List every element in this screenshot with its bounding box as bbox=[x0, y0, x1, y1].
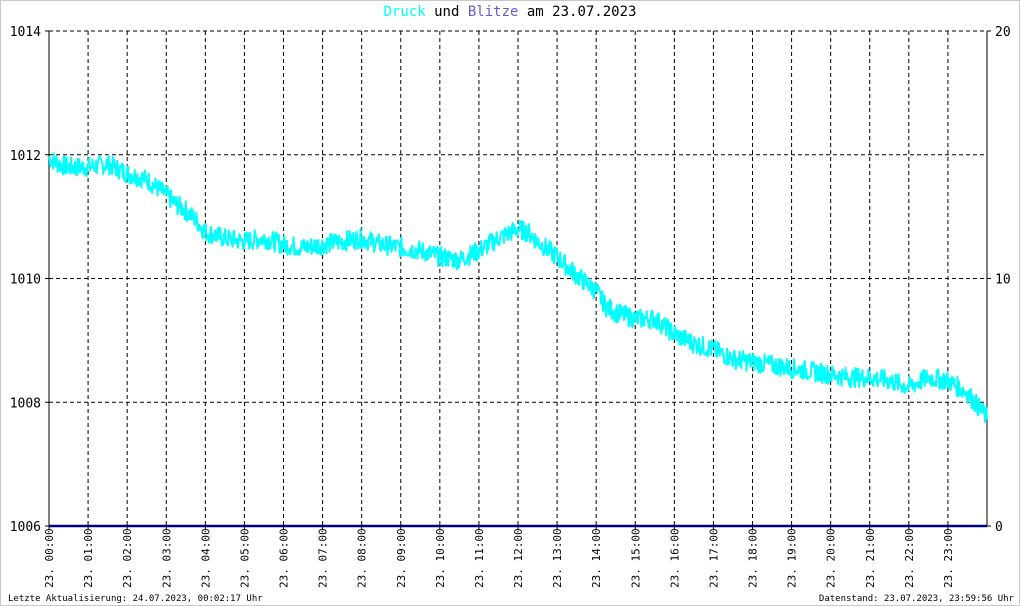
x-label-8: 23. 08:00 bbox=[356, 528, 369, 588]
series-group bbox=[48, 152, 988, 528]
grid-lines bbox=[49, 30, 987, 526]
x-label-1: 23. 01:00 bbox=[82, 528, 95, 588]
chart-title: Druck und Blitze am 23.07.2023 bbox=[0, 4, 1020, 20]
y-left-label-1: 1008 bbox=[10, 396, 41, 411]
title-blitze: Blitze bbox=[467, 4, 519, 20]
title-date: am 23.07.2023 bbox=[518, 4, 637, 20]
x-label-14: 23. 14:00 bbox=[590, 528, 603, 588]
y-right-label-2: 20 bbox=[995, 25, 1011, 40]
y-left-label-0: 1006 bbox=[10, 520, 41, 535]
y-left-label-2: 1010 bbox=[10, 273, 41, 288]
x-label-20: 23. 20:00 bbox=[825, 528, 838, 588]
axes bbox=[45, 30, 991, 530]
x-label-23: 23. 23:00 bbox=[942, 528, 955, 588]
x-label-21: 23. 21:00 bbox=[864, 528, 877, 588]
title-druck: Druck bbox=[383, 4, 426, 20]
x-label-3: 23. 03:00 bbox=[160, 528, 173, 588]
x-label-13: 23. 13:00 bbox=[551, 528, 564, 588]
x-label-17: 23. 17:00 bbox=[707, 528, 720, 588]
x-label-16: 23. 16:00 bbox=[668, 528, 681, 588]
y-left-label-4: 1014 bbox=[10, 25, 41, 40]
x-label-10: 23. 10:00 bbox=[434, 528, 447, 588]
x-label-19: 23. 19:00 bbox=[786, 528, 799, 588]
series-druck-line bbox=[48, 152, 988, 423]
x-label-15: 23. 15:00 bbox=[629, 528, 642, 588]
y-right-label-1: 10 bbox=[995, 273, 1011, 288]
y-right-label-0: 0 bbox=[995, 520, 1003, 535]
x-label-0: 23. 00:00 bbox=[43, 528, 56, 588]
x-label-7: 23. 07:00 bbox=[317, 528, 330, 588]
x-label-18: 23. 18:00 bbox=[747, 528, 760, 588]
x-label-11: 23. 11:00 bbox=[473, 528, 486, 588]
footer-data-status: Datenstand: 23.07.2023, 23:59:56 Uhr bbox=[818, 594, 1014, 604]
x-label-22: 23. 22:00 bbox=[903, 528, 916, 588]
x-axis-labels: 23. 00:00 23. 01:00 23. 02:00 23. 03:00 23. … bbox=[43, 528, 955, 588]
y-left-label-3: 1012 bbox=[10, 149, 41, 164]
x-label-6: 23. 06:00 bbox=[278, 528, 291, 588]
y-axis-left-labels: 1006 1008 1010 1012 1014 bbox=[10, 25, 41, 535]
x-label-9: 23. 09:00 bbox=[395, 528, 408, 588]
title-und: und bbox=[425, 4, 468, 20]
x-label-12: 23. 12:00 bbox=[512, 528, 525, 588]
x-label-5: 23. 05:00 bbox=[238, 528, 251, 588]
x-label-2: 23. 02:00 bbox=[121, 528, 134, 588]
x-label-4: 23. 04:00 bbox=[199, 528, 212, 588]
footer-last-update: Letzte Aktualisierung: 24.07.2023, 00:02… bbox=[8, 594, 263, 604]
y-axis-right-labels: 0 10 20 bbox=[995, 25, 1011, 535]
